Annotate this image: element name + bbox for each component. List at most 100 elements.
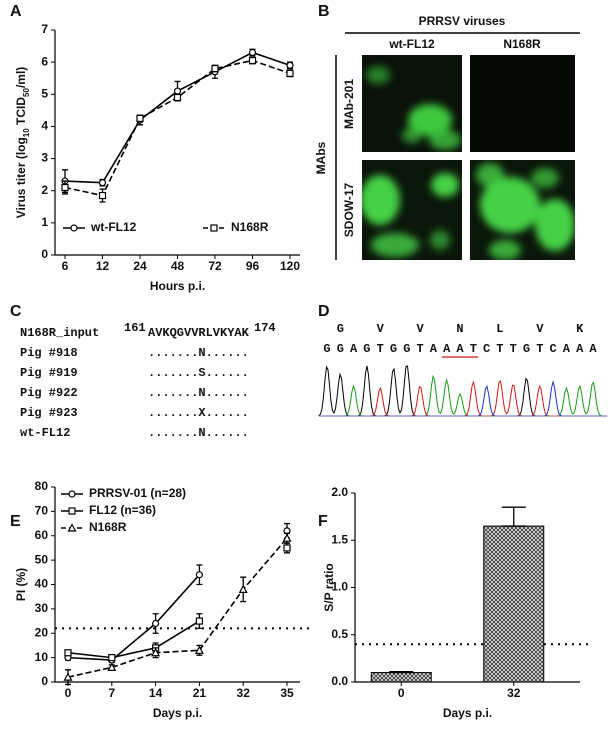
y-axis-label: PI (%) (14, 568, 28, 601)
row-label: MAb-201 (342, 79, 356, 129)
y-tick-label: 7 (41, 22, 48, 36)
y-tick-label: 1.0 (331, 580, 348, 594)
panel-title: PRRSV viruses (419, 14, 506, 28)
marker (195, 617, 203, 625)
y-tick-label: 30 (35, 601, 49, 615)
legend-label: wt-FL12 (90, 220, 137, 234)
y-tick-label: 1 (41, 215, 48, 229)
base-call: A (456, 342, 464, 356)
marker (136, 114, 144, 122)
legend-label: N168R (89, 520, 127, 534)
base-call: A (563, 342, 571, 356)
amino-acid: N (456, 322, 463, 336)
base-call: G (363, 342, 370, 356)
marker (68, 507, 76, 515)
marker (107, 662, 117, 671)
x-tick-label: 72 (208, 259, 222, 273)
x-tick-label: 6 (62, 259, 69, 273)
y-tick-label: 5 (41, 86, 48, 100)
marker (286, 69, 294, 77)
marker (63, 672, 73, 681)
panel-label: E (10, 513, 21, 530)
marker (70, 224, 78, 232)
base-call: C (549, 342, 556, 356)
base-call: G (390, 342, 397, 356)
marker (238, 584, 248, 593)
marker (173, 87, 182, 95)
marker (67, 523, 77, 532)
bar (370, 672, 432, 683)
x-tick-label: 24 (133, 259, 147, 273)
amino-acid: L (496, 322, 503, 336)
series-line (67, 537, 288, 678)
y-tick-label: 70 (35, 504, 49, 518)
legend-label: N168R (231, 220, 269, 234)
base-call: T (416, 342, 423, 356)
query-start: 161 (124, 321, 146, 335)
amino-acid: V (536, 322, 544, 336)
query-end: 174 (254, 321, 276, 335)
base-call: G (337, 342, 344, 356)
amino-acid: K (576, 322, 584, 336)
x-tick-label: 96 (246, 259, 260, 273)
base-call: G (523, 342, 530, 356)
y-axis-label: Virus titer (log10 TCID50/ml) (14, 67, 30, 219)
marker (98, 179, 107, 187)
amino-acid: V (416, 322, 424, 336)
column-label: N168R (503, 37, 541, 51)
sample-sequence: .......X...... (148, 406, 249, 420)
y-tick-label: 0.5 (331, 627, 348, 641)
x-tick-label: 32 (507, 686, 521, 700)
marker (64, 649, 72, 657)
base-call: T (496, 342, 503, 356)
sample-sequence: .......N...... (148, 346, 249, 360)
bar (483, 525, 545, 683)
marker (98, 191, 107, 200)
y-axis-label-part: 50 (22, 87, 31, 96)
marker (286, 61, 294, 69)
y-tick-label: 0.0 (331, 674, 348, 688)
sample-name: Pig #919 (20, 366, 78, 380)
error-bar (389, 670, 414, 674)
panel-label: F (318, 513, 328, 530)
y-tick-label: 6 (41, 54, 48, 68)
y-axis-label-part: /ml) (14, 67, 28, 88)
y-tick-label: 80 (35, 479, 49, 493)
marker (195, 571, 203, 579)
amino-acid: V (377, 322, 385, 336)
x-axis-label: Days p.i. (153, 706, 202, 720)
y-tick-label: 1.5 (331, 532, 348, 546)
fluorescence (476, 163, 575, 260)
base-call: A (430, 342, 438, 356)
x-axis-label: Days p.i. (443, 706, 492, 720)
x-axis-label: Hours p.i. (150, 279, 205, 293)
marker (152, 619, 160, 628)
base-call: A (443, 342, 451, 356)
base-call: G (403, 342, 410, 356)
x-tick-label: 0 (398, 686, 405, 700)
chromatogram-trace (318, 365, 607, 417)
panel-label: D (318, 303, 330, 320)
row-label: SDOW-17 (342, 182, 356, 237)
y-tick-label: 4 (41, 119, 48, 133)
y-axis-label: S/P ratio (322, 563, 336, 611)
sample-name: Pig #922 (20, 386, 78, 400)
legend-label: PRRSV-01 (n=28) (89, 486, 186, 500)
marker (151, 647, 161, 657)
y-tick-label: 0 (41, 674, 48, 688)
marker (68, 490, 76, 498)
panel-label: C (10, 303, 22, 320)
chromatogram-trace (319, 374, 607, 417)
base-call: C (483, 342, 490, 356)
y-tick-label: 60 (35, 528, 49, 542)
marker (282, 533, 292, 542)
fluorescence (366, 66, 461, 150)
base-call: T (377, 342, 384, 356)
y-tick-label: 50 (35, 552, 49, 566)
x-tick-label: 7 (108, 686, 115, 700)
marker (194, 645, 204, 654)
marker (173, 93, 182, 102)
series-line (64, 51, 291, 184)
x-tick-label: 120 (280, 259, 300, 273)
x-tick-label: 21 (193, 686, 207, 700)
